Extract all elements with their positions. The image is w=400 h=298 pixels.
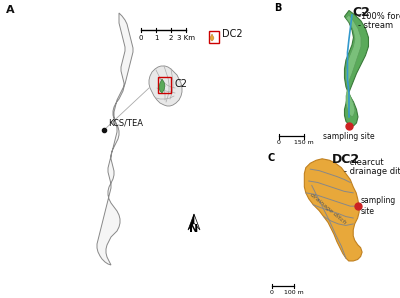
- Polygon shape: [194, 214, 200, 230]
- Text: -100% forest: -100% forest: [358, 13, 400, 21]
- Text: - clearcut: - clearcut: [344, 158, 384, 167]
- Text: A: A: [6, 5, 15, 15]
- Text: 1: 1: [154, 35, 158, 41]
- Polygon shape: [149, 66, 182, 106]
- Bar: [209, 31, 219, 43]
- Text: - drainage ditch: - drainage ditch: [344, 167, 400, 176]
- Text: 150 m: 150 m: [294, 140, 314, 145]
- Text: C2: C2: [174, 79, 187, 89]
- Text: sampling
site: sampling site: [361, 196, 396, 216]
- Polygon shape: [346, 15, 361, 117]
- Text: C: C: [267, 153, 274, 163]
- Text: 100 m: 100 m: [284, 290, 304, 295]
- Polygon shape: [159, 79, 165, 93]
- Text: 0: 0: [270, 290, 274, 295]
- Text: DC2: DC2: [332, 153, 360, 166]
- Polygon shape: [97, 13, 133, 265]
- Polygon shape: [304, 159, 362, 261]
- Text: C2: C2: [352, 6, 370, 19]
- Text: sampling site: sampling site: [323, 132, 375, 141]
- Text: N: N: [189, 224, 199, 234]
- Polygon shape: [344, 10, 368, 126]
- Polygon shape: [210, 34, 214, 41]
- Text: 3 Km: 3 Km: [177, 35, 195, 41]
- Text: DC2: DC2: [222, 29, 243, 39]
- Text: KCS/TEA: KCS/TEA: [108, 119, 143, 128]
- Text: 2: 2: [169, 35, 173, 41]
- Bar: [158, 77, 171, 93]
- Text: 0: 0: [276, 140, 280, 145]
- Text: 0: 0: [139, 35, 143, 41]
- Polygon shape: [188, 214, 194, 230]
- Text: - stream: - stream: [358, 21, 393, 30]
- Text: drainage ditch: drainage ditch: [309, 193, 347, 226]
- Text: B: B: [274, 3, 282, 13]
